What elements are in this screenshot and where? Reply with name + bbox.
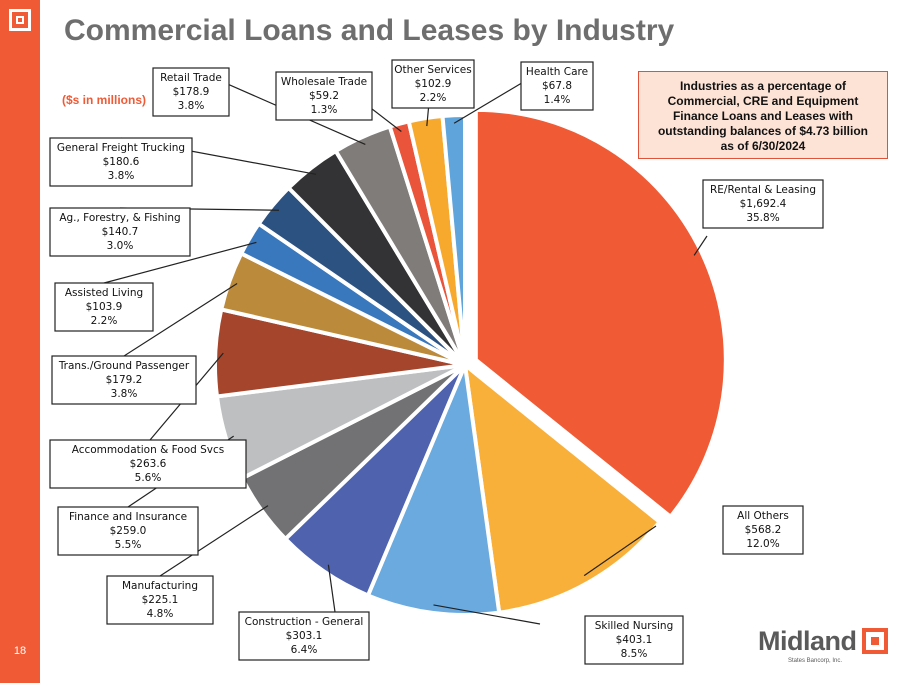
slice-label-box — [152, 67, 230, 117]
slice-label-name: Construction - General — [245, 616, 364, 628]
slice-label-box — [49, 207, 191, 257]
slice-label-percent: 1.3% — [311, 104, 338, 116]
slice-label-name: Other Services — [394, 64, 471, 76]
slice-label-amount: $179.2 — [106, 374, 143, 386]
pie-slice-0 — [473, 107, 728, 519]
slice-label-name: General Freight Trucking — [57, 142, 185, 154]
slice-label-percent: 2.2% — [91, 315, 118, 327]
slice-label-name: Accommodation & Food Svcs — [72, 444, 225, 456]
slice-label-percent: 3.0% — [107, 240, 134, 252]
slice-label-amount: $303.1 — [286, 630, 323, 642]
slice-label-box — [106, 575, 214, 625]
brand-subtitle: States Bancorp, Inc. — [788, 658, 843, 664]
slice-label-percent: 1.4% — [544, 94, 571, 106]
slice-label-11: Retail Trade $178.9 3.8% — [152, 67, 230, 117]
slice-label-13: Other Services $102.9 2.2% — [391, 59, 475, 109]
slice-label-name: RE/Rental & Leasing — [710, 184, 816, 196]
slice-label-name: Skilled Nursing — [595, 620, 674, 632]
slice-label-amount: $103.9 — [86, 301, 123, 313]
slice-label-name: Manufacturing — [122, 580, 198, 592]
slice-label-box — [702, 179, 824, 229]
sidebar-accent-bar: 18 — [0, 0, 40, 683]
slice-label-name: All Others — [737, 510, 789, 522]
leader-line-7 — [123, 283, 238, 357]
slice-label-0: RE/Rental & Leasing $1,692.4 35.8% — [702, 179, 824, 229]
slice-label-4: Manufacturing $225.1 4.8% — [106, 575, 214, 625]
pie-slice-1 — [463, 363, 662, 615]
pie-slice-14 — [440, 113, 467, 367]
slice-label-box — [54, 282, 154, 332]
slice-label-percent: 3.8% — [178, 100, 205, 112]
slice-label-box — [391, 59, 475, 109]
slice-label-10: General Freight Trucking $180.6 3.8% — [49, 137, 193, 187]
slice-label-percent: 35.8% — [746, 212, 779, 224]
slice-label-name: Ag., Forestry, & Fishing — [59, 212, 180, 224]
slice-label-percent: 5.6% — [135, 472, 162, 484]
slice-label-box — [584, 615, 684, 665]
slice-label-box — [722, 505, 804, 555]
slice-label-3: Construction - General $303.1 6.4% — [238, 611, 370, 661]
slice-label-name: Assisted Living — [65, 287, 143, 299]
slice-label-12: Wholesale Trade $59.2 1.3% — [275, 71, 373, 121]
slice-label-box — [520, 61, 594, 111]
slice-label-6: Accommodation & Food Svcs $263.6 5.6% — [49, 439, 247, 489]
slice-label-amount: $67.8 — [542, 80, 572, 92]
brand-name: Midland — [758, 626, 857, 656]
leader-line-3 — [327, 564, 336, 613]
leader-line-4 — [159, 505, 269, 577]
slice-label-9: Ag., Forestry, & Fishing $140.7 3.0% — [49, 207, 191, 257]
slice-label-amount: $178.9 — [173, 86, 210, 98]
slice-label-amount: $180.6 — [103, 156, 140, 168]
slice-label-box — [49, 137, 193, 187]
slice-label-percent: 8.5% — [621, 648, 648, 660]
page-number: 18 — [13, 645, 27, 657]
slice-label-amount: $403.1 — [616, 634, 653, 646]
leader-line-1 — [583, 525, 657, 577]
slice-label-percent: 2.2% — [420, 92, 447, 104]
slice-label-box — [275, 71, 373, 121]
slice-label-percent: 3.8% — [108, 170, 135, 182]
slice-label-amount: $568.2 — [745, 524, 782, 536]
callout-box: Industries as a percentage of Commercial… — [638, 71, 888, 159]
slice-label-amount: $1,692.4 — [740, 198, 787, 210]
slice-label-percent: 3.8% — [111, 388, 138, 400]
brand-mark-icon — [862, 628, 888, 654]
slice-label-amount: $140.7 — [102, 226, 139, 238]
slice-label-percent: 6.4% — [291, 644, 318, 656]
slice-label-5: Finance and Insurance $259.0 5.5% — [57, 506, 199, 556]
slice-label-name: Trans./Ground Passenger — [58, 360, 190, 372]
slice-label-2: Skilled Nursing $403.1 8.5% — [584, 615, 684, 665]
slice-label-amount: $59.2 — [309, 90, 339, 102]
slice-label-amount: $259.0 — [110, 525, 147, 537]
slice-label-box — [57, 506, 199, 556]
slice-label-name: Wholesale Trade — [281, 76, 367, 88]
slice-label-name: Retail Trade — [160, 72, 222, 84]
slice-label-amount: $263.6 — [130, 458, 167, 470]
slice-label-box — [238, 611, 370, 661]
brand-square-icon — [9, 9, 31, 31]
slice-label-box — [49, 439, 247, 489]
leader-line-8 — [103, 241, 257, 284]
units-note: ($s in millions) — [62, 93, 147, 107]
slice-label-1: All Others $568.2 12.0% — [722, 505, 804, 555]
slice-label-percent: 4.8% — [147, 608, 174, 620]
slice-label-name: Finance and Insurance — [69, 511, 187, 523]
slice-label-8: Assisted Living $103.9 2.2% — [54, 282, 154, 332]
slice-label-amount: $102.9 — [415, 78, 452, 90]
leader-line-2 — [433, 604, 541, 625]
slice-label-box — [51, 355, 197, 405]
leader-line-0 — [693, 235, 708, 256]
pie-slice-2 — [365, 363, 502, 617]
slice-label-name: Health Care — [526, 66, 588, 78]
brand-logo: Midland States Bancorp, Inc. — [758, 626, 888, 670]
slice-label-percent: 5.5% — [115, 539, 142, 551]
slice-label-7: Trans./Ground Passenger $179.2 3.8% — [51, 355, 197, 405]
slice-label-14: Health Care $67.8 1.4% — [520, 61, 594, 111]
slice-label-percent: 12.0% — [746, 538, 779, 550]
page-title: Commercial Loans and Leases by Industry — [64, 14, 675, 47]
slice-label-amount: $225.1 — [142, 594, 179, 606]
